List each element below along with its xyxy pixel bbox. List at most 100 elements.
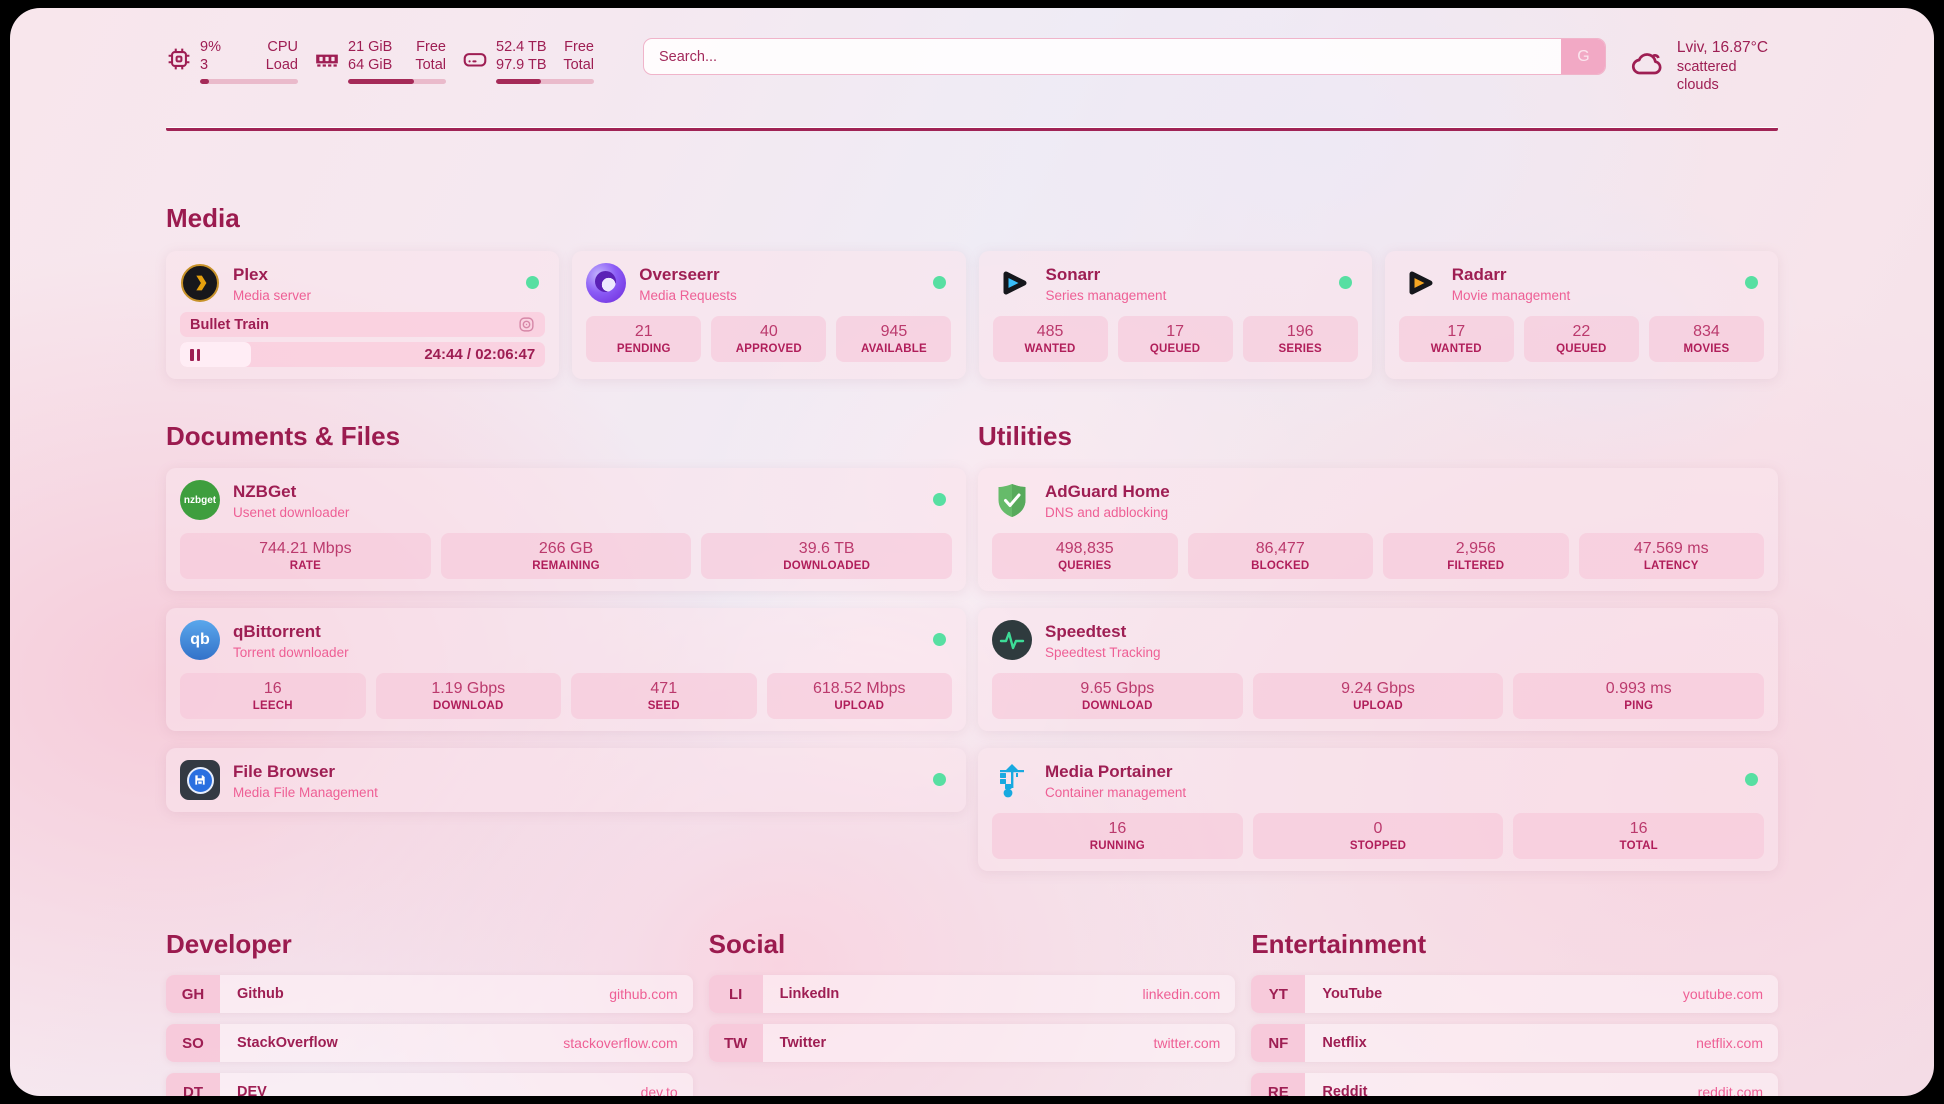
stat-value: 471 [650,680,678,697]
cpu-progress-bar [200,79,298,84]
bookmark-youtube[interactable]: YT YouTube youtube.com [1251,975,1779,1013]
stat-label: UPLOAD [834,700,885,712]
bookmark-netflix[interactable]: NF Netflix netflix.com [1251,1024,1779,1062]
stat-label: FILTERED [1447,560,1505,572]
bookmark-abbr: RE [1251,1073,1306,1096]
stat-label: RUNNING [1089,840,1145,852]
stat-label: DOWNLOAD [1082,700,1153,712]
stat-label: DOWNLOAD [432,700,504,712]
cpu-status-widget: 9% CPU 3 Load [166,38,298,84]
stat-value: 945 [880,323,908,340]
stat-available: 945 AVAILABLE [836,316,952,362]
bookmark-name: LinkedIn [779,986,840,1002]
bookmark-linkedin[interactable]: LI LinkedIn linkedin.com [708,975,1236,1013]
top-status-bar: 9% CPU 3 Load [166,8,1778,94]
bookmark-stackoverflow[interactable]: SO StackOverflow stackoverflow.com [166,1024,693,1062]
cpu-label: CPU [267,39,298,55]
stat-label: RATE [289,560,321,572]
app-card-nzbget[interactable]: nzbget NZBGet Usenet downloader 744.21 M… [166,468,966,591]
disk-free-label: Free [564,39,594,55]
stat-label: REMAINING [532,560,600,572]
stat-seed: 471 SEED [571,673,757,719]
app-card-filebrowser[interactable]: File Browser Media File Management [166,748,966,812]
disk-status-widget: 52.4 TB Free 97.9 TB Total [462,38,594,84]
stat-label: WANTED [1430,343,1482,355]
bookmark-name: Twitter [779,1035,827,1051]
bookmark-url: github.com [609,986,678,1002]
stat-rate: 744.21 Mbps RATE [180,533,431,579]
radarr-icon [1399,263,1439,303]
bookmark-twitter[interactable]: TW Twitter twitter.com [708,1024,1236,1062]
bookmark-url: youtube.com [1682,986,1764,1002]
bookmark-abbr: LI [708,975,763,1013]
app-card-sonarr[interactable]: Sonarr Series management 485 WANTED 17 Q… [978,251,1372,379]
stat-value: 40 [759,323,778,340]
section-title-social: Social [708,929,786,959]
app-card-adguard[interactable]: AdGuard Home DNS and adblocking 498,835 … [978,468,1778,591]
bookmark-url: linkedin.com [1142,986,1221,1002]
status-dot-online [1338,276,1352,289]
disk-progress-fill [496,79,542,84]
cpu-progress-fill [200,79,209,84]
section-documents-files: Documents & Files nzbget NZBGet Usenet d… [166,421,966,871]
memory-free-label: Free [416,39,446,55]
cpu-load-label: Load [265,57,298,73]
stat-label: LEECH [252,700,293,712]
stat-label: SERIES [1278,343,1322,355]
bookmark-name: Github [237,986,284,1002]
section-social: Social LI LinkedIn linkedin.com TW Twitt… [708,929,1236,1096]
stat-value: 17 [1447,323,1466,340]
section-title-developer: Developer [166,929,292,959]
app-name: AdGuard Home [1045,481,1170,501]
bookmark-github[interactable]: GH Github github.com [166,975,693,1013]
app-description: Torrent downloader [233,644,349,660]
stat-value: 1.19 Gbps [431,680,506,697]
stat-stopped: 0 STOPPED [1252,813,1504,859]
search-engine-button[interactable]: G [1561,39,1606,74]
disk-free-value: 52.4 TB [496,39,547,55]
pause-button[interactable] [190,348,200,361]
stat-value: 21 [634,323,653,340]
bookmark-abbr: GH [166,975,220,1013]
nzbget-icon: nzbget [180,480,220,520]
bookmark-dev[interactable]: DT DEV dev.to [166,1073,693,1096]
app-description: Usenet downloader [233,504,350,520]
memory-total-value: 64 GiB [348,57,393,73]
portainer-crane-icon [992,760,1032,800]
section-entertainment: Entertainment YT YouTube youtube.com NF … [1251,929,1779,1096]
app-name: qBittorrent [233,621,321,641]
stat-value: 9.24 Gbps [1341,680,1415,697]
bookmark-url: dev.to [640,1084,678,1096]
ram-icon [314,38,344,84]
search-input[interactable] [644,39,1562,74]
stat-value: 22 [1572,323,1591,340]
disk-total-label: Total [563,57,594,73]
stat-value: 2,956 [1455,540,1496,557]
bookmark-abbr: NF [1251,1024,1306,1062]
cpu-load-value: 3 [200,57,209,73]
adguard-shield-icon [992,480,1032,520]
stat-label: MOVIES [1683,343,1730,355]
stat-movies: 834 MOVIES [1648,316,1764,362]
plex-icon [180,263,220,303]
app-card-overseerr[interactable]: Overseerr Media Requests 21 PENDING 40 A… [572,251,966,379]
app-card-portainer[interactable]: Media Portainer Container management 16 … [978,748,1778,871]
stat-value: 0 [1373,820,1383,837]
stat-download: 1.19 Gbps DOWNLOAD [375,673,561,719]
stat-value: 744.21 Mbps [259,540,352,557]
bookmark-reddit[interactable]: RE Reddit reddit.com [1251,1073,1779,1096]
stat-download: 9.65 Gbps DOWNLOAD [992,673,1243,719]
stat-label: DOWNLOADED [783,560,871,572]
sonarr-icon [993,263,1033,303]
bookmark-abbr: SO [166,1024,220,1062]
stat-value: 86,477 [1255,540,1305,557]
stat-remaining: 266 GB REMAINING [440,533,692,579]
app-card-plex[interactable]: Plex Media server Bullet Train [166,251,560,379]
bookmark-url: twitter.com [1153,1035,1221,1051]
app-card-qbittorrent[interactable]: qb qBittorrent Torrent downloader 16 LEE… [166,608,966,731]
app-card-radarr[interactable]: Radarr Movie management 17 WANTED 22 QUE… [1384,251,1778,379]
stat-value: 196 [1286,323,1314,340]
app-card-speedtest[interactable]: Speedtest Speedtest Tracking 9.65 Gbps D… [978,608,1778,731]
stat-label: WANTED [1024,343,1076,355]
stat-label: QUEUED [1556,343,1607,355]
